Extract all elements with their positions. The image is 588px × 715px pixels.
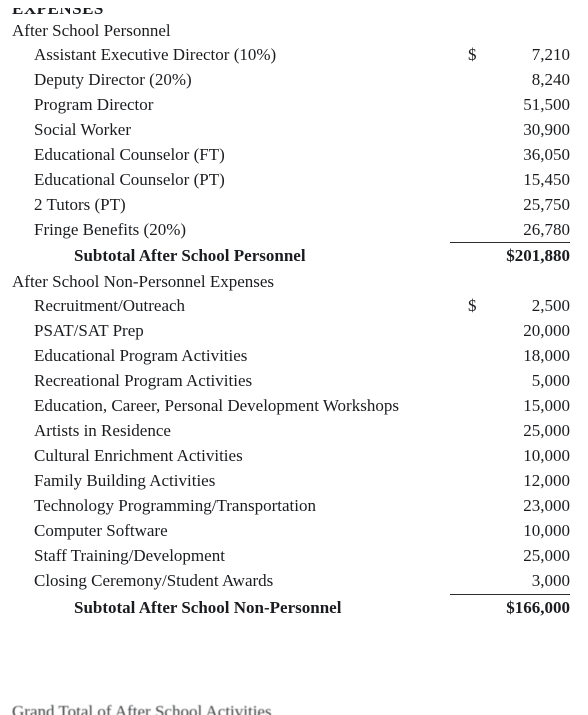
line-item: Fringe Benefits (20%) 26,780 [12, 218, 570, 245]
subtotal-amount: $166,000 [450, 597, 570, 620]
line-item: Technology Programming/Transportation 23… [12, 494, 570, 519]
line-item-label: Family Building Activities [12, 470, 215, 493]
line-item-amount: 18,000 [450, 345, 570, 368]
line-item-label: Educational Program Activities [12, 345, 247, 368]
subtotal-label: Subtotal After School Personnel [12, 245, 306, 268]
line-item-label: Program Director [12, 94, 153, 117]
section-title-nonpersonnel: After School Non-Personnel Expenses [12, 271, 570, 294]
line-item: PSAT/SAT Prep 20,000 [12, 319, 570, 344]
line-item: Cultural Enrichment Activities 10,000 [12, 444, 570, 469]
line-item-amount: $ 2,500 [450, 295, 570, 318]
bottom-cutoff-text: Grand Total of After School Activities [12, 701, 570, 715]
top-cutoff-heading: EXPENSES [12, 8, 570, 18]
subtotal-row-personnel: Subtotal After School Personnel $201,880 [12, 244, 570, 269]
line-item: Social Worker 30,900 [12, 118, 570, 143]
line-item-label: PSAT/SAT Prep [12, 320, 144, 343]
line-item-label: Staff Training/Development [12, 545, 225, 568]
line-item-label: Cultural Enrichment Activities [12, 445, 243, 468]
currency-symbol: $ [468, 44, 477, 67]
line-item-label: Fringe Benefits (20%) [12, 219, 186, 242]
line-item-amount: 8,240 [450, 69, 570, 92]
line-item-amount: 25,750 [450, 194, 570, 217]
line-item-label: Recruitment/Outreach [12, 295, 185, 318]
line-item-label: Educational Counselor (FT) [12, 144, 225, 167]
line-item: Computer Software 10,000 [12, 519, 570, 544]
line-item-amount: 30,900 [450, 119, 570, 142]
line-item: Deputy Director (20%) 8,240 [12, 68, 570, 93]
line-item: Program Director 51,500 [12, 93, 570, 118]
subtotal-label: Subtotal After School Non-Personnel [12, 597, 341, 620]
line-item-label: 2 Tutors (PT) [12, 194, 126, 217]
line-item: Closing Ceremony/Student Awards 3,000 [12, 569, 570, 596]
line-item-label: Deputy Director (20%) [12, 69, 192, 92]
line-item: Educational Program Activities 18,000 [12, 344, 570, 369]
line-item-label: Technology Programming/Transportation [12, 495, 316, 518]
line-item-label: Closing Ceremony/Student Awards [12, 570, 273, 593]
budget-page: EXPENSES After School Personnel Assistan… [0, 0, 588, 715]
subtotal-amount: $201,880 [450, 245, 570, 268]
line-item: Recreational Program Activities 5,000 [12, 369, 570, 394]
line-item-amount: 10,000 [450, 520, 570, 543]
line-item: Education, Career, Personal Development … [12, 394, 570, 419]
subtotal-row-nonpersonnel: Subtotal After School Non-Personnel $166… [12, 596, 570, 621]
line-item-label: Education, Career, Personal Development … [12, 395, 399, 418]
line-item: Staff Training/Development 25,000 [12, 544, 570, 569]
line-item-amount: 5,000 [450, 370, 570, 393]
line-item-amount: 26,780 [450, 219, 570, 244]
line-item-amount: 25,000 [450, 545, 570, 568]
line-item-amount: 23,000 [450, 495, 570, 518]
line-item-amount: 15,000 [450, 395, 570, 418]
line-item-amount: 12,000 [450, 470, 570, 493]
line-item: Artists in Residence 25,000 [12, 419, 570, 444]
line-item-amount: 36,050 [450, 144, 570, 167]
line-item-amount: 15,450 [450, 169, 570, 192]
bottom-cutoff-line: Grand Total of After School Activities [12, 701, 570, 715]
line-item: Recruitment/Outreach $ 2,500 [12, 294, 570, 319]
line-item-amount: $ 7,210 [450, 44, 570, 67]
line-item-label: Artists in Residence [12, 420, 171, 443]
line-item-label: Recreational Program Activities [12, 370, 252, 393]
line-item-amount: 20,000 [450, 320, 570, 343]
line-item: Educational Counselor (PT) 15,450 [12, 168, 570, 193]
line-item: 2 Tutors (PT) 25,750 [12, 193, 570, 218]
line-item-amount: 25,000 [450, 420, 570, 443]
line-item-amount: 51,500 [450, 94, 570, 117]
line-item: Family Building Activities 12,000 [12, 469, 570, 494]
line-item-label: Assistant Executive Director (10%) [12, 44, 276, 67]
line-item: Assistant Executive Director (10%) $ 7,2… [12, 43, 570, 68]
line-item: Educational Counselor (FT) 36,050 [12, 143, 570, 168]
line-item-label: Computer Software [12, 520, 168, 543]
line-item-amount: 10,000 [450, 445, 570, 468]
top-cutoff-heading-text: EXPENSES [12, 8, 104, 18]
line-item-amount: 3,000 [450, 570, 570, 595]
line-item-label: Educational Counselor (PT) [12, 169, 225, 192]
section-title-personnel: After School Personnel [12, 20, 570, 43]
currency-symbol: $ [468, 295, 477, 318]
line-item-label: Social Worker [12, 119, 131, 142]
